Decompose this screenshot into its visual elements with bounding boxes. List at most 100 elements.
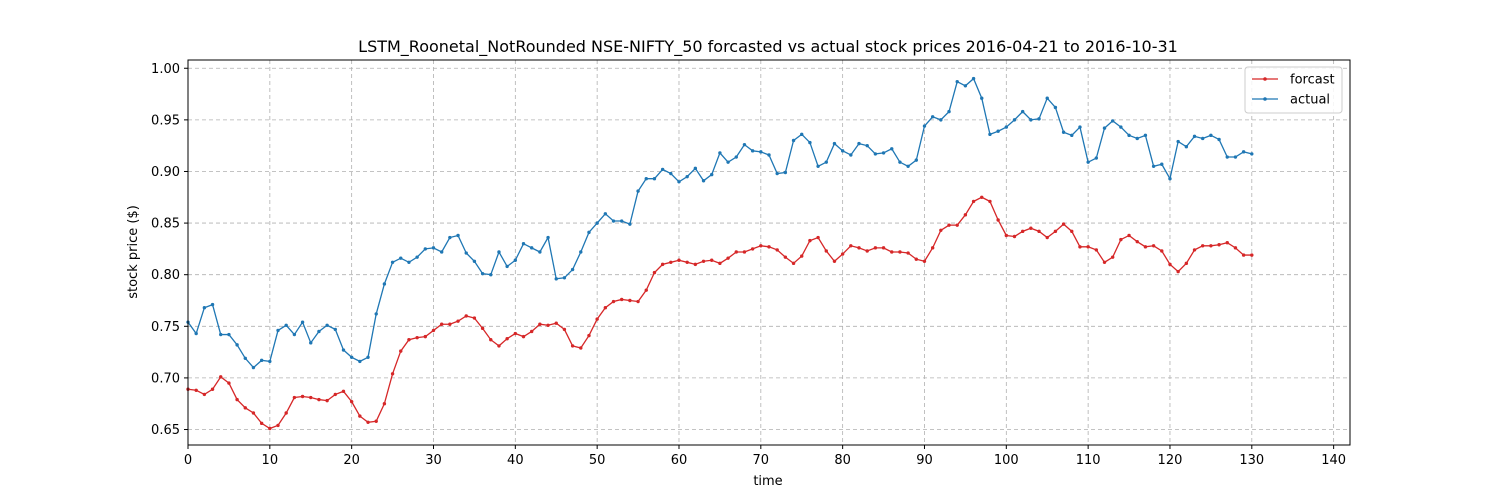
data-point-forcast	[464, 314, 468, 318]
data-point-actual	[726, 160, 730, 164]
x-tick-label: 20	[343, 453, 360, 468]
data-point-forcast	[300, 394, 305, 399]
data-point-forcast	[219, 375, 223, 379]
data-point-forcast	[939, 228, 943, 233]
y-tick-label: 1.00	[151, 62, 180, 77]
data-point-actual	[399, 256, 403, 260]
data-point-forcast	[399, 349, 403, 353]
data-point-actual	[439, 250, 444, 254]
data-point-actual	[227, 332, 231, 337]
data-point-actual	[685, 174, 689, 179]
data-point-actual	[1061, 130, 1066, 134]
data-point-actual	[914, 158, 918, 162]
data-point-actual	[194, 331, 198, 336]
data-point-forcast	[1004, 233, 1009, 238]
data-point-forcast	[734, 250, 738, 254]
x-tick-label: 40	[507, 453, 524, 468]
data-point-actual	[840, 149, 845, 153]
x-axis-label: time	[753, 474, 782, 489]
data-point-actual	[930, 115, 935, 119]
y-axis-ticks: 0.65 0.70 0.75 0.80 0.85 0.90 0.95 1.00	[151, 62, 188, 438]
data-point-actual	[1135, 136, 1139, 141]
data-point-forcast	[832, 259, 837, 263]
data-point-actual	[1233, 155, 1238, 159]
data-point-actual	[448, 235, 452, 240]
data-point-actual	[390, 260, 395, 265]
data-point-forcast	[210, 387, 215, 391]
data-point-forcast	[456, 319, 460, 323]
x-tick-label: 70	[753, 453, 770, 468]
data-point-forcast	[620, 297, 624, 302]
data-point-forcast	[349, 399, 354, 404]
data-point-actual	[603, 212, 608, 216]
data-point-actual	[611, 219, 616, 223]
data-point-forcast	[194, 388, 198, 392]
data-point-actual	[1225, 155, 1229, 159]
data-point-forcast	[996, 218, 1000, 222]
data-point-actual	[980, 96, 984, 100]
data-point-actual	[1160, 162, 1164, 166]
data-point-forcast	[1192, 248, 1197, 252]
x-tick-label: 130	[1239, 453, 1264, 468]
data-point-forcast	[865, 249, 869, 253]
data-point-actual	[300, 320, 305, 324]
data-point-forcast	[1201, 244, 1205, 248]
data-point-forcast	[480, 326, 485, 331]
data-point-actual	[259, 358, 264, 363]
data-point-actual	[456, 233, 460, 238]
data-point-actual	[1192, 134, 1197, 139]
data-point-actual	[996, 129, 1000, 133]
data-point-actual	[349, 355, 354, 359]
data-point-forcast	[759, 244, 763, 248]
data-point-forcast	[1184, 261, 1189, 266]
data-point-actual	[1086, 160, 1090, 164]
data-point-forcast	[374, 419, 378, 423]
data-point-actual	[521, 242, 526, 246]
data-point-forcast	[980, 195, 984, 199]
data-point-forcast	[1250, 253, 1254, 257]
data-point-forcast	[284, 411, 288, 415]
data-point-actual	[309, 341, 313, 345]
data-point-forcast	[783, 255, 788, 259]
data-point-forcast	[546, 323, 550, 327]
y-tick-label: 0.80	[151, 268, 180, 283]
data-point-actual	[464, 251, 468, 255]
data-point-actual	[538, 250, 542, 254]
data-point-actual	[546, 235, 550, 240]
data-point-forcast	[1110, 255, 1115, 259]
data-point-actual	[857, 141, 861, 146]
data-point-actual	[849, 153, 853, 157]
data-point-actual	[415, 255, 419, 259]
data-point-forcast	[1086, 245, 1090, 249]
data-point-forcast	[1078, 245, 1082, 249]
data-point-actual	[922, 124, 927, 128]
data-point-forcast	[1020, 229, 1025, 234]
series-lines	[186, 76, 1254, 431]
data-point-actual	[325, 323, 329, 327]
data-point-actual	[865, 143, 869, 148]
data-point-actual	[497, 250, 501, 254]
data-point-forcast	[628, 298, 632, 303]
x-tick-label: 30	[425, 453, 442, 468]
data-point-forcast	[1037, 229, 1041, 234]
data-point-actual	[317, 329, 321, 334]
data-point-actual	[431, 246, 436, 250]
data-point-actual	[1102, 126, 1107, 130]
data-point-forcast	[611, 299, 616, 304]
y-tick-label: 0.70	[151, 371, 180, 386]
data-point-actual	[595, 221, 599, 225]
data-point-forcast	[963, 213, 968, 217]
data-point-forcast	[988, 199, 992, 204]
data-point-forcast	[710, 258, 714, 262]
legend-marker-forcast	[1263, 77, 1267, 81]
data-point-actual	[947, 109, 951, 114]
data-point-forcast	[750, 247, 755, 251]
data-point-forcast	[538, 322, 542, 326]
data-point-forcast	[562, 327, 567, 332]
legend-label-actual: actual	[1290, 93, 1330, 108]
data-point-forcast	[660, 262, 665, 267]
data-point-forcast	[579, 346, 583, 350]
data-point-forcast	[587, 333, 591, 338]
data-point-forcast	[1151, 244, 1156, 248]
y-tick-label: 0.75	[151, 320, 180, 335]
